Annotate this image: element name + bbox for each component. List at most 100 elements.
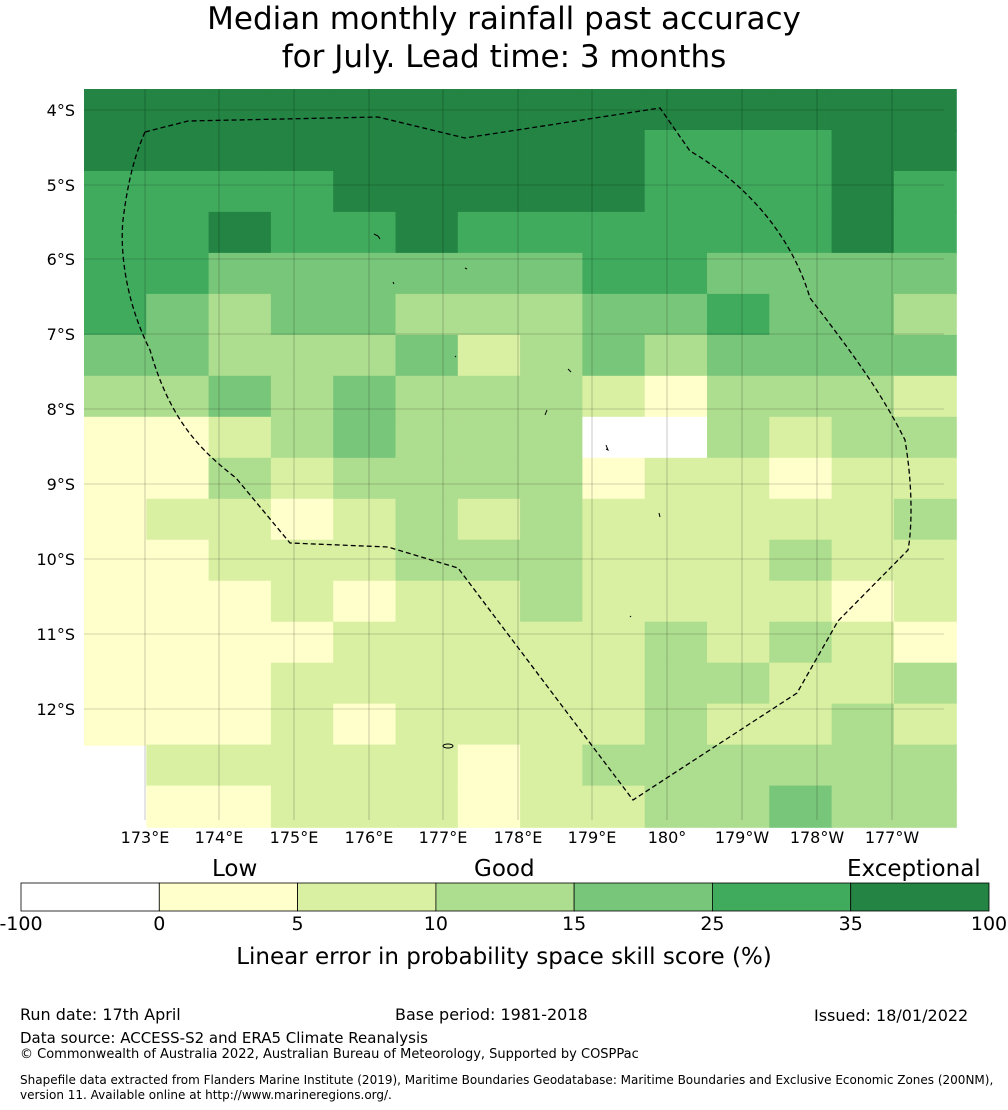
grid-cell — [457, 703, 521, 746]
grid-cell — [146, 252, 210, 296]
longitude-label: 178°E — [494, 828, 543, 847]
latitude-labels: 4°S 5°S 6°S 7°S 8°S 9°S 10°S 11°S 12°S — [36, 101, 75, 719]
shapefile-credit-line2: version 11. Available online at http://w… — [20, 1088, 392, 1102]
grid-cell — [644, 662, 708, 705]
grid-cell — [644, 89, 708, 132]
grid-cell — [520, 252, 583, 296]
grid-cell — [270, 621, 334, 664]
grid-cell — [457, 416, 521, 459]
grid-cell — [208, 334, 272, 378]
colorbar-segment — [158, 882, 299, 912]
grid-cell — [457, 580, 521, 623]
grid-cell — [769, 580, 833, 623]
grid-cell — [520, 621, 583, 664]
grid-cell — [769, 457, 833, 500]
grid-cell — [270, 744, 334, 787]
grid-cell — [520, 171, 583, 214]
grid-cell — [520, 744, 583, 787]
grid-cell — [84, 334, 147, 378]
grid-cell — [769, 416, 833, 459]
grid-cell — [333, 621, 397, 664]
grid-cell — [707, 662, 770, 705]
grid-cell — [84, 375, 147, 418]
grid-cell — [831, 785, 895, 828]
grid-cell — [582, 171, 646, 214]
grid-cell — [395, 457, 459, 500]
grid-cell — [395, 89, 459, 132]
grid-cell — [84, 130, 147, 173]
grid-cell — [644, 211, 708, 255]
grid-cell — [520, 211, 583, 255]
skill-grid — [84, 89, 957, 828]
grid-cell — [831, 89, 895, 132]
grid-cell — [893, 662, 957, 705]
grid-cell — [520, 785, 583, 828]
grid-cell — [644, 171, 708, 214]
grid-cell — [582, 703, 646, 746]
grid-cell — [769, 498, 833, 541]
grid-cell — [644, 785, 708, 828]
colorbar-segment — [297, 882, 437, 912]
latitude-label: 5°S — [47, 176, 75, 195]
grid-cell — [582, 580, 646, 623]
grid-cell — [84, 498, 147, 541]
grid-cell — [644, 252, 708, 296]
grid-cell — [582, 621, 646, 664]
longitude-label: 173°E — [121, 828, 170, 847]
grid-cell — [582, 498, 646, 541]
grid-cell — [395, 498, 459, 541]
grid-cell — [707, 293, 770, 337]
longitude-labels: 173°E 174°E 175°E 176°E 177°E 178°E 179°E 180° 1… — [121, 828, 920, 847]
map-title-line1: Median monthly rainfall past accuracy — [207, 1, 801, 37]
longitude-label: 180° — [648, 828, 687, 847]
grid-cell — [395, 211, 459, 255]
grid-cell — [644, 539, 708, 582]
grid-cell — [395, 662, 459, 705]
grid-cell — [582, 293, 646, 337]
grid-cell — [333, 334, 397, 378]
grid-cell — [893, 171, 957, 214]
grid-cell — [84, 621, 147, 664]
grid-cell — [457, 89, 521, 132]
grid-cell — [831, 416, 895, 459]
grid-cell — [84, 539, 147, 582]
grid-cell — [395, 375, 459, 418]
map-title: Median monthly rainfall past accuracy fo… — [0, 0, 1008, 76]
grid-cell — [270, 785, 334, 828]
grid-cell — [707, 744, 770, 787]
grid-cell — [146, 498, 210, 541]
grid-cell — [270, 703, 334, 746]
grid-cell — [769, 744, 833, 787]
grid-cell — [333, 498, 397, 541]
grid-cell — [270, 252, 334, 296]
grid-cell — [893, 703, 957, 746]
grid-cell — [208, 457, 272, 500]
grid-cell — [520, 293, 583, 337]
grid-cell — [84, 89, 147, 132]
grid-cell — [457, 621, 521, 664]
grid-cell — [644, 457, 708, 500]
grid-cell — [707, 334, 770, 378]
colorbar-segment — [435, 882, 575, 912]
latitude-label: 9°S — [47, 475, 75, 494]
grid-cell — [208, 171, 272, 214]
grid-cell — [333, 539, 397, 582]
copyright: © Commonwealth of Australia 2022, Austra… — [20, 1047, 639, 1062]
grid-cell — [831, 744, 895, 787]
grid-cell — [582, 130, 646, 173]
grid-cell — [333, 171, 397, 214]
grid-cell — [831, 211, 895, 255]
grid-cell — [208, 744, 272, 787]
grid-cell — [893, 539, 957, 582]
latitude-label: 4°S — [47, 101, 75, 120]
grid-cell — [582, 211, 646, 255]
grid-cell — [84, 703, 147, 746]
colorbar-segment — [850, 882, 990, 912]
grid-cell — [457, 457, 521, 500]
grid-cell — [208, 539, 272, 582]
grid-cell — [520, 662, 583, 705]
grid-cell — [146, 171, 210, 214]
grid-cell — [520, 498, 583, 541]
grid-cell — [582, 744, 646, 787]
colorbar-segment — [20, 882, 160, 912]
